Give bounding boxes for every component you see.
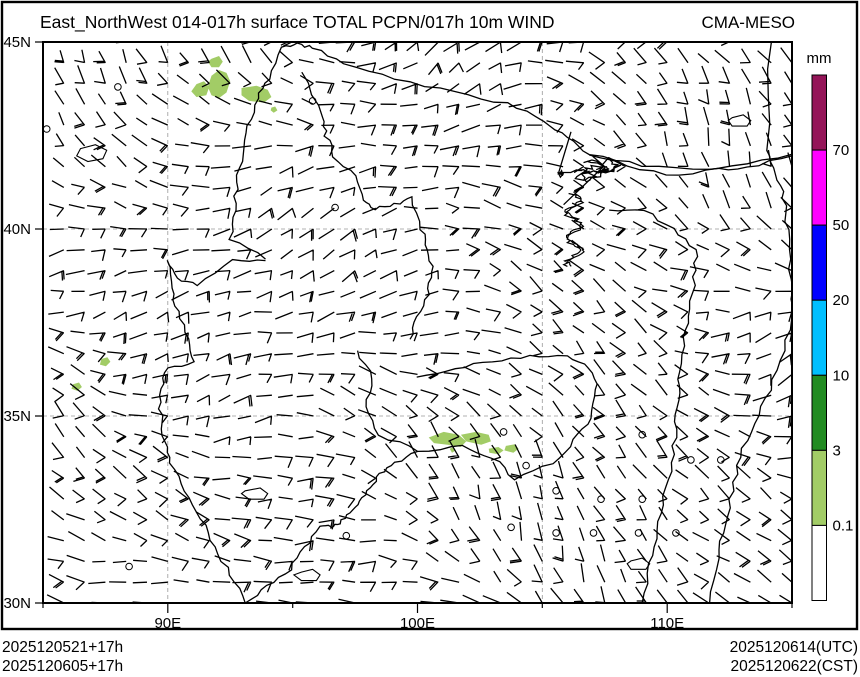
svg-text:70: 70: [833, 142, 850, 159]
svg-text:East_NorthWest 014-017h surfac: East_NorthWest 014-017h surface TOTAL PC…: [40, 12, 555, 33]
svg-text:35N: 35N: [3, 408, 31, 425]
svg-text:30N: 30N: [3, 595, 31, 612]
svg-text:45N: 45N: [3, 34, 31, 51]
svg-text:0.1: 0.1: [833, 517, 854, 534]
svg-text:mm: mm: [807, 50, 832, 67]
svg-text:10: 10: [833, 367, 850, 384]
svg-text:2025120605+17h: 2025120605+17h: [2, 658, 123, 675]
svg-text:3: 3: [833, 442, 841, 459]
svg-text:CMA-MESO: CMA-MESO: [702, 13, 796, 32]
svg-text:2025120614(UTC): 2025120614(UTC): [730, 639, 858, 656]
svg-text:50: 50: [833, 217, 850, 234]
svg-text:20: 20: [833, 292, 850, 309]
svg-text:2025120521+17h: 2025120521+17h: [2, 639, 123, 656]
svg-text:2025120622(CST): 2025120622(CST): [730, 658, 858, 675]
svg-text:40N: 40N: [3, 221, 31, 238]
